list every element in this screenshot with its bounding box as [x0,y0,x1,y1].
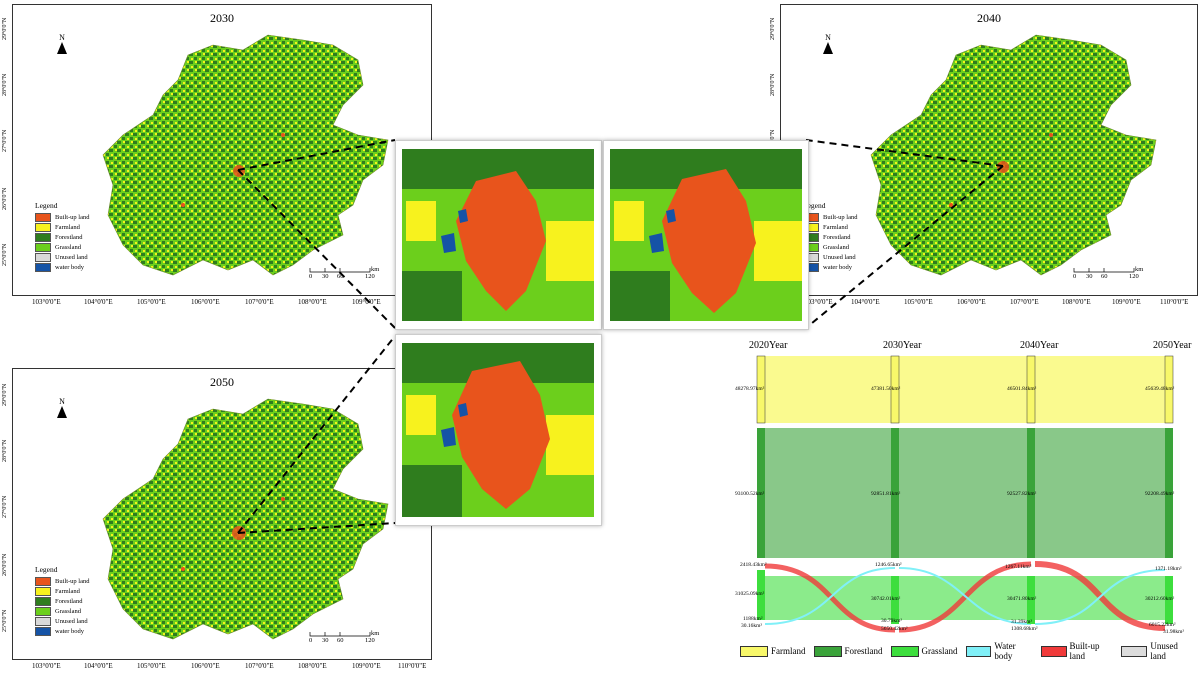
sankey-chart: 2020Year 2030Year 2040Year 2050Year 4827… [735,338,1200,674]
map-legend: Legend Built-up land Farmland Forestland… [803,201,858,272]
legend-item: water body [35,262,89,272]
flow-water-1 [764,567,896,625]
legend-item: Water body [965,641,1033,661]
scale-bar: km 0 30 60 120 [1073,266,1144,280]
value-label: 48278.97km² [735,386,765,392]
value-label: 30742.01km² [871,596,901,602]
zoom-inset-2030 [395,140,602,330]
node-forest-2030 [891,428,899,558]
node-grass-2020 [757,570,765,620]
flow-farmland-1 [765,356,895,423]
map-title: 2050 [210,375,234,389]
value-label: 47381.50km² [871,386,901,392]
value-label: 92527.82km² [1007,491,1037,497]
flow-water-3 [1034,569,1166,625]
sankey-legend: Farmland Forestland Grassland Water body… [740,641,1200,661]
flow-water-2 [898,567,1032,625]
node-grass-2030 [891,576,899,624]
map-legend: Legend Built-up land Farmland Forestland… [35,565,90,636]
legend-item: Unused land [35,616,89,626]
sankey-flows [756,355,1174,633]
node-farmland-2050 [1164,355,1174,424]
legend-item: Grassland [890,645,958,657]
legend-item: water body [35,626,89,636]
node-farmland-2020 [756,355,766,424]
value-label: 30212.60km² [1145,596,1175,602]
value-label: 92851.81km² [871,491,901,497]
inset-map [402,149,594,321]
value-label: 5650.42km² [881,626,908,632]
value-label: 2418.43km² [740,562,767,568]
year-label: 2030Year [883,340,922,351]
legend-item: Farmland [740,645,806,657]
map-title: 2030 [210,11,234,25]
value-label: 45639.48km² [1145,386,1175,392]
flow-forest-2 [899,428,1031,558]
legend-item: Forestland [35,596,89,606]
value-label: 1188km² [743,616,763,622]
legend-item: Unused land [35,252,89,262]
node-forest-2040 [1027,428,1035,558]
node-forest-2050 [1165,428,1173,558]
value-label: 31.39km² [1011,619,1033,625]
value-label: 93100.52km² [735,491,765,497]
legend-title: Legend [35,201,58,210]
legend-item: Forestland [813,645,883,657]
legend-item: Farmland [35,222,89,232]
value-label: 92208.49km² [1145,491,1175,497]
map-panel-2030: 2030 N Legend Built-up land Farmland For… [12,4,432,296]
inset-map [610,149,802,321]
legend-item: Built-up land [1040,641,1114,661]
node-grass-2040 [1027,576,1035,624]
zoom-inset-2040 [603,140,809,330]
north-arrow-icon: N [821,33,835,54]
map-legend: Legend Built-up land Farmland Forestland… [35,201,89,272]
node-farmland-2040 [1026,355,1036,424]
flow-forest-1 [765,428,895,558]
north-arrow-icon: N [55,33,69,54]
map-panel-2050: 2050 N Legend Built-up land Farmland For… [12,368,432,660]
legend-item: Built-up land [35,212,89,222]
year-label: 2020Year [749,340,788,351]
zoom-inset-2050 [395,334,602,526]
inset-map [402,343,594,517]
value-label: 1267.11km² [1005,564,1032,570]
value-label: 6015.22km² [1149,622,1176,628]
flow-built-1 [764,563,896,633]
scale-bar: km 0 30 60 120 [309,266,380,280]
value-label: 31.98km² [1163,629,1185,635]
scale-bar: km 0 30 60 120 [309,630,380,644]
value-label: 1308.68km² [1011,626,1038,632]
value-label: 30471.80km² [1007,596,1037,602]
map-title: 2040 [977,11,1001,25]
legend-item: Farmland [35,586,89,596]
flow-forest-3 [1035,428,1165,558]
legend-item: Grassland [35,606,89,616]
node-farmland-2030 [890,355,900,424]
province-map [102,34,389,276]
node-forest-2020 [757,428,765,558]
value-label: 46501.84km² [1007,386,1037,392]
legend-item: Built-up land [35,576,89,586]
value-label: 1371.18km² [1155,566,1182,572]
value-label: 30.16km² [741,623,763,629]
year-label: 2040Year [1020,340,1059,351]
flow-farmland-3 [1035,356,1165,423]
node-grass-2050 [1165,576,1173,624]
north-arrow-icon: N [55,397,69,418]
legend-item: Unused land [1121,641,1192,661]
value-label: 1246.65km² [875,562,902,568]
legend-item: Forestland [35,232,89,242]
flow-farmland-2 [899,356,1031,423]
year-label: 2050Year [1153,340,1192,351]
value-label: 30.79km² [881,618,903,624]
legend-item: Grassland [35,242,89,252]
value-label: 31025.09km² [735,591,765,597]
